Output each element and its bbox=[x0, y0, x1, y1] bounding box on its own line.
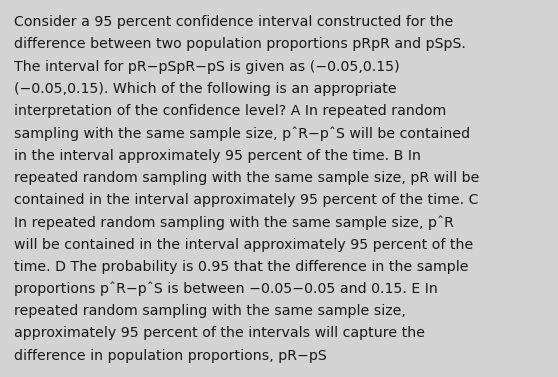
Text: in the interval approximately 95 percent of the time. B In: in the interval approximately 95 percent… bbox=[14, 149, 421, 162]
Text: repeated random sampling with the same sample size,: repeated random sampling with the same s… bbox=[14, 304, 406, 318]
Text: In repeated random sampling with the same sample size, pˆR: In repeated random sampling with the sam… bbox=[14, 215, 454, 230]
Text: proportions pˆR−pˆS is between −0.05−0.05 and 0.15. E In: proportions pˆR−pˆS is between −0.05−0.0… bbox=[14, 282, 438, 296]
Text: time. D The probability is 0.95 that the difference in the sample: time. D The probability is 0.95 that the… bbox=[14, 260, 469, 274]
Text: Consider a 95 percent confidence interval constructed for the: Consider a 95 percent confidence interva… bbox=[14, 15, 453, 29]
Text: will be contained in the interval approximately 95 percent of the: will be contained in the interval approx… bbox=[14, 238, 473, 251]
Text: repeated random sampling with the same sample size, pR will be: repeated random sampling with the same s… bbox=[14, 171, 479, 185]
Text: approximately 95 percent of the intervals will capture the: approximately 95 percent of the interval… bbox=[14, 326, 425, 340]
Text: difference between two population proportions pRpR and pSpS.: difference between two population propor… bbox=[14, 37, 466, 51]
Text: difference in population proportions, pR−pS: difference in population proportions, pR… bbox=[14, 349, 326, 363]
Text: sampling with the same sample size, pˆR−pˆS will be contained: sampling with the same sample size, pˆR−… bbox=[14, 126, 470, 141]
Text: interpretation of the confidence level? A In repeated random: interpretation of the confidence level? … bbox=[14, 104, 446, 118]
Text: (−0.05,0.15). Which of the following is an appropriate: (−0.05,0.15). Which of the following is … bbox=[14, 82, 397, 96]
Text: The interval for pR−pSpR−pS is given as (−0.05,0.15): The interval for pR−pSpR−pS is given as … bbox=[14, 60, 400, 74]
Text: contained in the interval approximately 95 percent of the time. C: contained in the interval approximately … bbox=[14, 193, 478, 207]
